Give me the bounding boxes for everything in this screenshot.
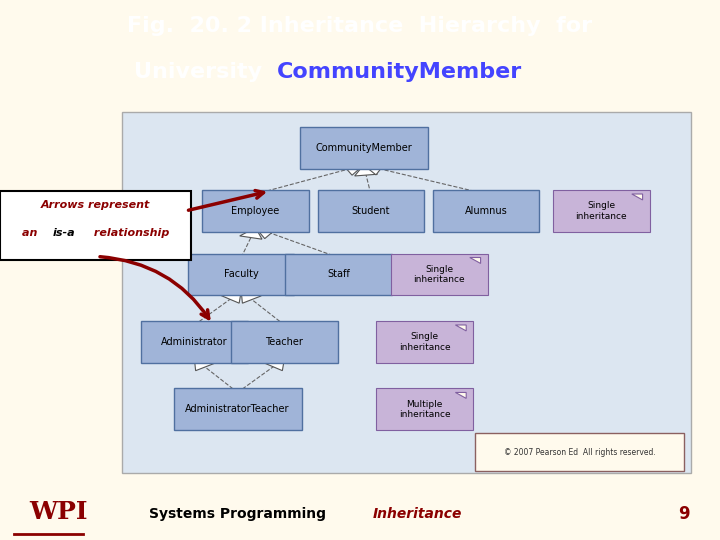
Polygon shape bbox=[240, 228, 262, 239]
FancyBboxPatch shape bbox=[188, 254, 294, 295]
Text: Alumnus: Alumnus bbox=[464, 206, 508, 216]
FancyBboxPatch shape bbox=[376, 321, 474, 363]
FancyBboxPatch shape bbox=[231, 321, 338, 363]
FancyBboxPatch shape bbox=[475, 433, 684, 471]
Text: Single
inheritance: Single inheritance bbox=[399, 332, 451, 352]
Text: Inheritance: Inheritance bbox=[373, 508, 462, 521]
FancyBboxPatch shape bbox=[433, 190, 539, 232]
Text: Student: Student bbox=[351, 206, 390, 216]
Polygon shape bbox=[256, 228, 277, 239]
Text: CommunityMember: CommunityMember bbox=[277, 62, 523, 82]
Polygon shape bbox=[241, 291, 261, 303]
Polygon shape bbox=[264, 359, 284, 370]
Text: Teacher: Teacher bbox=[266, 337, 303, 347]
Polygon shape bbox=[455, 325, 467, 331]
Polygon shape bbox=[632, 194, 643, 200]
Text: an: an bbox=[22, 228, 41, 238]
Polygon shape bbox=[455, 393, 467, 399]
Text: relationship: relationship bbox=[90, 228, 169, 238]
Text: is-a: is-a bbox=[53, 228, 75, 238]
FancyBboxPatch shape bbox=[553, 190, 649, 232]
Text: Single
inheritance: Single inheritance bbox=[575, 201, 627, 220]
FancyBboxPatch shape bbox=[300, 127, 428, 169]
Text: Fig.  20. 2 Inheritance  Hierarchy  for: Fig. 20. 2 Inheritance Hierarchy for bbox=[127, 16, 593, 36]
Polygon shape bbox=[342, 164, 364, 175]
Text: Systems Programming: Systems Programming bbox=[149, 508, 326, 521]
Text: Arrows represent: Arrows represent bbox=[40, 200, 150, 210]
Text: University: University bbox=[134, 62, 277, 82]
FancyBboxPatch shape bbox=[174, 388, 302, 430]
Text: CommunityMember: CommunityMember bbox=[315, 143, 412, 153]
Text: Employee: Employee bbox=[231, 206, 280, 216]
Polygon shape bbox=[194, 359, 215, 370]
FancyBboxPatch shape bbox=[285, 254, 392, 295]
Text: AdministratorTeacher: AdministratorTeacher bbox=[185, 404, 290, 414]
Polygon shape bbox=[469, 258, 481, 264]
Polygon shape bbox=[355, 165, 377, 176]
FancyBboxPatch shape bbox=[141, 321, 248, 363]
Text: © 2007 Pearson Ed  All rights reserved.: © 2007 Pearson Ed All rights reserved. bbox=[504, 448, 655, 457]
FancyBboxPatch shape bbox=[122, 112, 691, 473]
Text: WPI: WPI bbox=[29, 500, 87, 524]
Polygon shape bbox=[364, 163, 385, 175]
Text: Faculty: Faculty bbox=[224, 269, 258, 279]
FancyBboxPatch shape bbox=[0, 191, 191, 260]
FancyBboxPatch shape bbox=[390, 254, 488, 295]
Text: Single
inheritance: Single inheritance bbox=[413, 265, 465, 284]
FancyBboxPatch shape bbox=[376, 388, 474, 430]
Text: Administrator: Administrator bbox=[161, 337, 228, 347]
Text: Multiple
inheritance: Multiple inheritance bbox=[399, 400, 451, 419]
Polygon shape bbox=[221, 291, 241, 303]
FancyBboxPatch shape bbox=[318, 190, 424, 232]
Text: 9: 9 bbox=[678, 505, 690, 523]
Text: Staff: Staff bbox=[327, 269, 350, 279]
FancyBboxPatch shape bbox=[202, 190, 309, 232]
